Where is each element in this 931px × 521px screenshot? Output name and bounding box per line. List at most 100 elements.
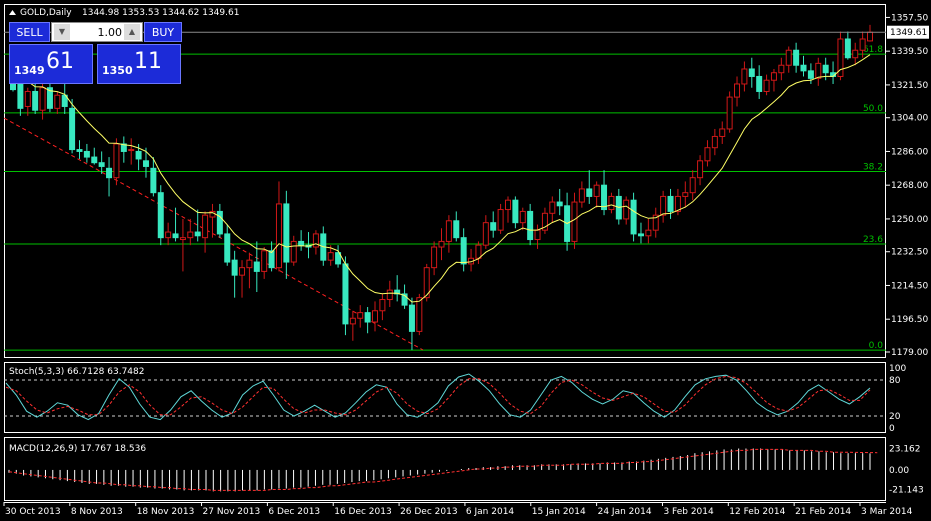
main-panel-border [4,4,886,358]
candle [556,201,563,207]
moving-average-line [12,54,871,303]
price-tick-label: 1339.50 [891,47,928,57]
candle [608,195,615,211]
fib-level-label: 0.0 [869,341,884,351]
candle [69,107,76,151]
candle [113,143,120,179]
arrow-down-icon[interactable]: ▼ [54,24,70,40]
candle [283,203,290,263]
lot-size-field: ▼ ▲ [51,22,143,42]
candle [157,192,164,239]
lot-size-input[interactable] [72,24,122,40]
candle [379,299,386,312]
candle [416,297,423,332]
price-tick-label: 1268.00 [891,181,928,191]
candle [571,201,578,242]
stoch-tick-label: 0 [889,424,895,434]
time-tick-label: 26 Dec 2013 [400,507,458,517]
candle [261,250,268,272]
time-tick-label: 3 Feb 2014 [663,507,714,517]
price-tick-label: 1179.00 [891,348,928,358]
candle [867,31,873,42]
candle [519,210,526,224]
candle [172,233,179,239]
price-tick-label: 1304.00 [891,114,928,124]
stoch-panel-border [4,362,886,433]
triangle-up-icon[interactable] [9,10,16,15]
candle [541,212,548,231]
buy-button[interactable]: BUY [144,22,182,42]
candle [202,214,209,239]
time-tick-label: 3 Mar 2014 [861,507,913,517]
candle [778,64,785,74]
ask-price-pips: 11 [134,49,162,74]
candle [275,203,282,269]
bid-price-pips: 61 [46,49,74,74]
candle [807,70,814,79]
time-tick-label: 18 Nov 2013 [137,507,195,517]
stoch-title: Stoch(5,3,3) 66.7128 63.7482 [9,367,144,377]
time-tick-label: 8 Nov 2013 [71,507,123,517]
bid-price-button[interactable]: 1349 61 [9,44,93,84]
time-tick-label: 6 Dec 2013 [268,507,320,517]
candle [815,62,822,79]
candle [194,231,201,237]
time-tick-label: 15 Jan 2014 [532,507,586,517]
price-tick-label: 1232.50 [891,248,928,258]
macd-tick-label: -21.143 [889,486,924,496]
time-tick-label: 12 Feb 2014 [729,507,785,517]
candle [135,150,142,160]
time-tick-label: 21 Feb 2014 [795,507,851,517]
candle [372,310,379,323]
candle [61,94,68,107]
ask-price-major: 1350 [102,64,133,77]
candle [623,199,630,220]
candle [534,229,541,241]
candle [386,289,393,301]
candle [150,167,157,194]
candle [726,96,733,130]
candle [224,233,231,263]
macd-tick-label: 23.162 [889,444,921,454]
macd-panel-border [4,437,886,501]
stoch-main-line [5,373,871,421]
price-tick-label: 1321.50 [891,81,928,91]
candle [674,195,681,212]
candle [630,199,637,235]
price-tick-label: 1196.50 [891,315,928,325]
one-click-trading-panel: SELL ▼ ▲ BUY 1349 61 1350 11 [9,22,182,84]
candle [741,68,748,85]
time-axis: 30 Oct 2013 8 Nov 2013 18 Nov 2013 27 Nov 2… [3,502,913,517]
candle [682,192,689,197]
candle [128,149,135,152]
candle [335,252,342,265]
ohlc-values: 1344.98 1353.53 1344.62 1349.61 [82,8,239,18]
candle [312,233,319,248]
candle [98,162,105,167]
candle [844,38,851,59]
candle [142,160,149,167]
candle [106,167,113,179]
candle [17,79,24,109]
ask-price-button[interactable]: 1350 11 [97,44,181,84]
candle [578,188,585,203]
sell-button[interactable]: SELL [9,22,50,42]
chart-title: GOLD,Daily [20,8,72,18]
candle [490,222,497,231]
candle [408,304,415,332]
candle [482,222,489,246]
candle [660,195,667,216]
candle [253,261,260,272]
candle [504,199,511,211]
candle [704,147,711,162]
candle [445,220,452,242]
candle [165,231,172,239]
fib-level-label: 23.6 [863,235,883,245]
price-tick-label: 1214.50 [891,281,928,291]
fibonacci-retracement[interactable]: 61.8 50.0 38.2 23.6 0.0 [4,45,886,351]
candle [586,188,593,197]
candle [187,231,194,239]
arrow-up-icon[interactable]: ▲ [124,24,140,40]
candle [460,237,467,265]
candle [748,68,755,77]
